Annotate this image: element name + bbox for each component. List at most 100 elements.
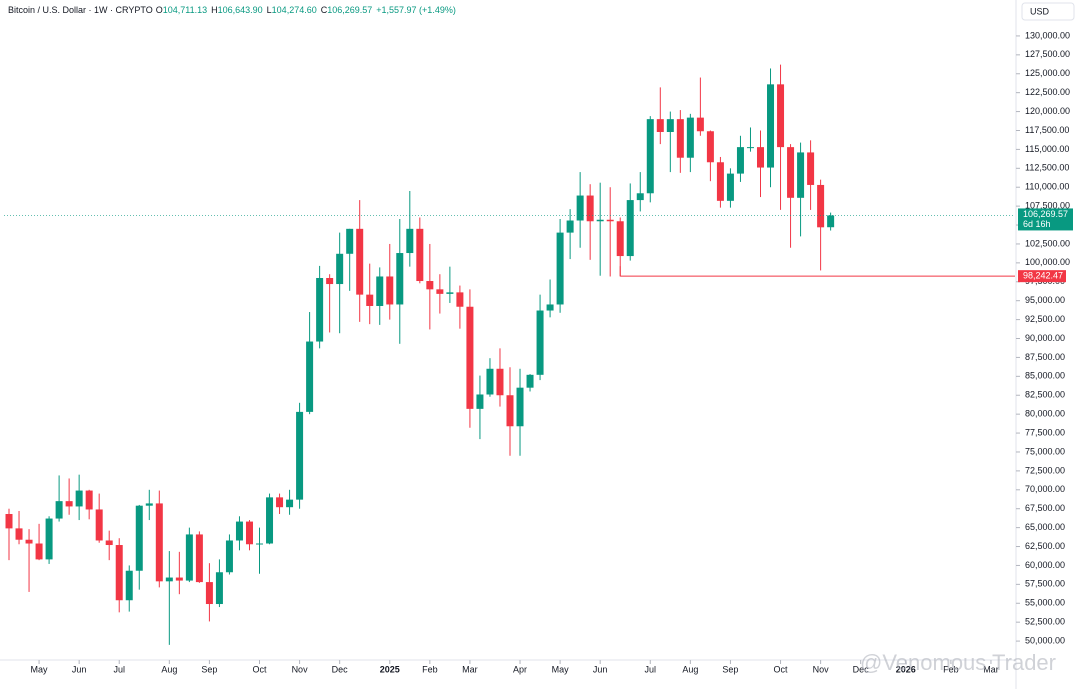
candle-body [466,306,474,409]
candle-body [596,219,604,222]
candle-body [386,276,394,305]
candle-body [15,528,23,540]
x-tick-label: Jun [593,664,608,674]
change: +1,557.97 (+1.49%) [376,5,456,15]
ohlc-value: 104,274.60 [272,5,317,15]
candle-body [256,543,264,545]
y-tick-label: 67,500.00 [1025,503,1065,513]
y-tick-label: 92,500.00 [1025,314,1065,324]
x-tick-label: 2026 [896,664,916,674]
x-tick-label: Oct [774,664,789,674]
y-tick-label: 52,500.00 [1025,617,1065,627]
candle-body [767,84,775,168]
candle-body [306,341,314,412]
candle-body [336,253,344,285]
y-tick-label: 75,000.00 [1025,446,1065,456]
candle-body [736,147,744,174]
currency[interactable]: USD [1030,6,1050,16]
x-tick-label: Sep [722,664,738,674]
y-tick-label: 77,500.00 [1025,427,1065,437]
candle-body [266,497,274,544]
candle-body [797,152,805,198]
ohlc-key: C [321,5,328,15]
candle-body [446,292,454,294]
candle-body [616,221,624,257]
candle-body [506,395,514,427]
x-tick-label: May [552,664,570,674]
x-tick-label: Oct [252,664,267,674]
candle-body [85,490,93,510]
y-tick-label: 62,500.00 [1025,541,1065,551]
x-tick-label: May [31,664,49,674]
x-tick-label: Nov [813,664,830,674]
y-tick-label: 127,500.00 [1025,49,1070,59]
candle-body [586,195,594,222]
candle-body [165,577,173,582]
currency-button[interactable] [1021,2,1075,21]
y-tick-label: 90,000.00 [1025,333,1065,343]
candle-body [746,147,754,149]
candle-body [95,509,103,541]
candle-body [195,534,203,583]
candle-body [245,521,253,545]
y-tick-label: 55,000.00 [1025,598,1065,608]
x-tick-label: Sep [201,664,217,674]
y-tick-label: 57,500.00 [1025,579,1065,589]
candle-body [646,119,654,194]
candle-body [696,117,704,132]
candle-body [155,503,163,582]
x-tick-label: Mar [983,664,999,674]
x-tick-label: Jul [113,664,125,674]
y-tick-label: 125,000.00 [1025,68,1070,78]
candle-body [436,289,444,294]
candle-body [286,499,294,508]
candle-body [185,534,193,581]
x-tick-label: Jun [72,664,87,674]
y-tick-label: 82,500.00 [1025,390,1065,400]
y-tick-label: 107,500.00 [1025,201,1070,211]
y-tick-label: 80,000.00 [1025,409,1065,419]
symbol: Bitcoin / U.S. Dollar · 1W · CRYPTO [8,5,153,15]
x-tick-label: 2025 [380,664,400,674]
candle-body [827,215,835,228]
candle-body [366,294,374,306]
candle-body [706,131,714,163]
candle-body [536,310,544,375]
candle-body [75,490,83,507]
y-tick-label: 115,000.00 [1025,144,1069,154]
candle-body [656,119,664,132]
ohlc-key: H [211,5,218,15]
ohlc-value: 106,643.90 [218,5,263,15]
y-tick-label: 85,000.00 [1025,371,1065,381]
candle-body [326,277,334,285]
candle-body [716,162,724,201]
candle-body [346,228,354,254]
candle-body [756,147,764,168]
candle-body [225,540,233,573]
watermark: @Venomous Trader [860,650,1056,675]
x-tick-label: Feb [422,664,438,674]
candle-body [376,276,384,306]
candle-body [55,501,63,519]
candle-body [556,232,564,305]
candle-body [486,368,494,395]
candle-body [666,119,674,132]
candle-body [496,368,504,396]
y-tick-label: 65,000.00 [1025,522,1065,532]
candle-body [125,570,133,601]
candle-body [726,173,734,201]
candle-body [5,514,13,529]
candle-body [316,277,324,342]
symbol-header: Bitcoin / U.S. Dollar · 1W · CRYPTO O104,… [8,5,456,15]
x-tick-label: Mar [462,664,478,674]
candle-body [35,543,43,560]
x-tick-label: Dec [853,664,870,674]
candle-body [356,228,364,295]
x-tick-label: Nov [292,664,309,674]
candle-body [576,195,584,221]
candle-body [777,84,785,148]
x-tick-label: Jul [645,664,657,674]
x-tick-label: Aug [682,664,698,674]
candle-body [426,281,434,290]
